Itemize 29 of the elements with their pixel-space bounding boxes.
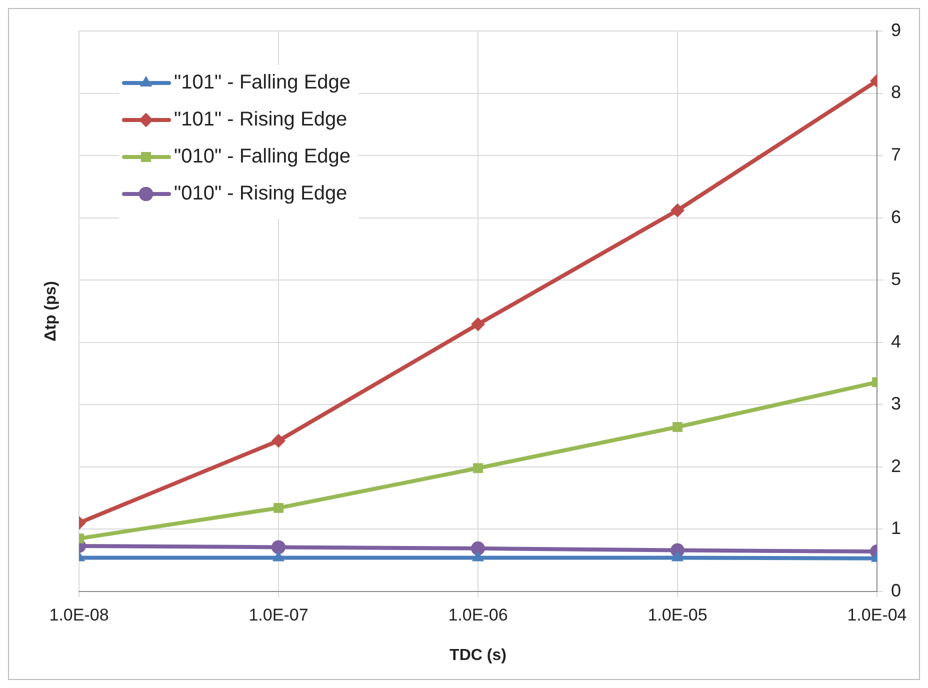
legend-label: "010" - Rising Edge bbox=[174, 182, 348, 205]
y-tick-label: 5 bbox=[890, 269, 902, 290]
y-tick-label: 3 bbox=[890, 394, 902, 414]
legend-label: "010" - Falling Edge bbox=[174, 146, 351, 168]
point bbox=[272, 434, 286, 448]
point bbox=[473, 463, 483, 474]
point bbox=[272, 540, 286, 554]
x-tick-label: 1.0E-06 bbox=[448, 605, 508, 624]
point bbox=[470, 541, 485, 556]
y-tick-label: 1 bbox=[890, 518, 902, 538]
y-axis-title: Δtp (ps) bbox=[42, 281, 60, 342]
legend-label: "101" - Falling Edge bbox=[174, 72, 351, 94]
x-tick-label: 1.0E-08 bbox=[49, 605, 109, 624]
y-tick-label: 0 bbox=[890, 580, 902, 600]
y-tick-label: 9 bbox=[890, 20, 902, 40]
x-tick-label: 1.0E-07 bbox=[248, 605, 308, 624]
y-tick-label: 7 bbox=[890, 144, 902, 164]
x-tick-label: 1.0E-05 bbox=[648, 605, 708, 624]
point bbox=[672, 422, 682, 432]
y-tick-label: 4 bbox=[890, 331, 902, 352]
y-tick-label: 2 bbox=[890, 456, 902, 476]
point bbox=[670, 203, 684, 218]
y-tick-label: 8 bbox=[890, 82, 902, 102]
y-tick-label: 6 bbox=[890, 206, 902, 227]
x-axis-title: TDC (s) bbox=[450, 646, 506, 664]
point bbox=[274, 503, 284, 513]
legend-label: "101" - Rising Edge bbox=[174, 108, 348, 131]
point bbox=[470, 317, 485, 332]
x-tick-label: 1.0E-04 bbox=[847, 605, 907, 624]
